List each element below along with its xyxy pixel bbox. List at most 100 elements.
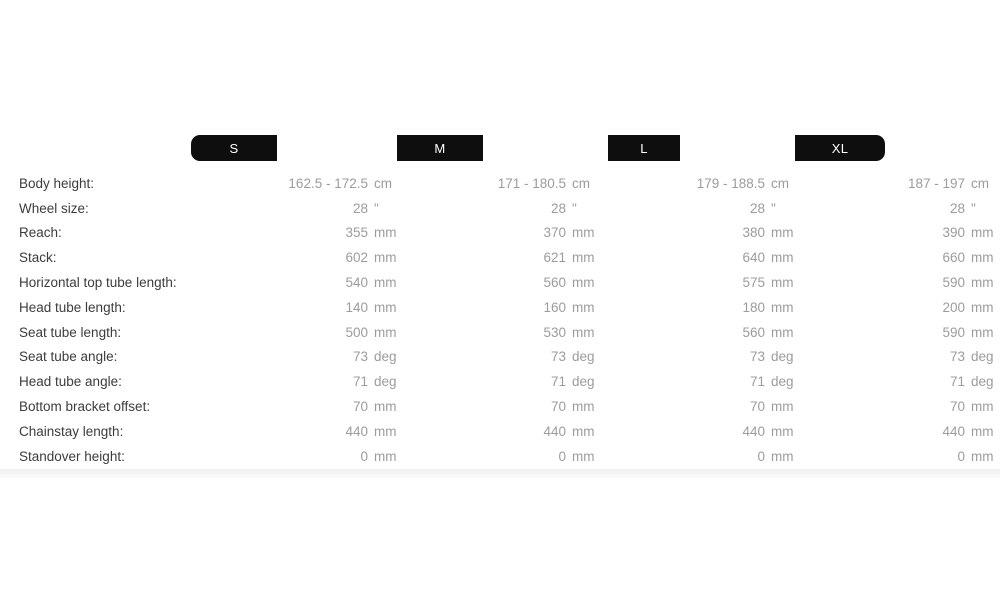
value-size-l: 71 (749, 374, 765, 390)
table-bottom-shade (0, 468, 1000, 478)
unit-size-m: deg (572, 349, 595, 365)
unit-size-s: mm (374, 275, 397, 291)
unit-size-l: mm (771, 399, 794, 415)
unit-size-l: cm (771, 175, 789, 191)
value-size-l: 0 (757, 448, 765, 464)
table-rows: Body height: 162.5 - 172.5 cm 171 - 180.… (0, 171, 1000, 469)
value-size-m: 530 (543, 324, 566, 340)
table-row: Stack: 602 mm 621 mm 640 mm 660 mm (0, 245, 1000, 270)
value-size-s: 70 (352, 399, 368, 415)
unit-size-l: mm (771, 299, 794, 315)
unit-size-l: mm (771, 225, 794, 241)
tab-size-xl[interactable]: XL (795, 135, 885, 161)
table-row: Head tube length: 140 mm 160 mm 180 mm 2… (0, 295, 1000, 320)
value-size-xl: 590 (942, 324, 965, 340)
unit-size-xl: mm (971, 448, 994, 464)
value-size-xl: 200 (942, 299, 965, 315)
tab-size-s[interactable]: S (191, 135, 277, 161)
unit-size-m: cm (572, 175, 590, 191)
unit-size-s: deg (374, 374, 397, 390)
unit-size-m: mm (572, 275, 595, 291)
unit-size-xl: mm (971, 399, 994, 415)
row-label: Head tube length: (19, 299, 126, 315)
unit-size-s: mm (374, 399, 397, 415)
value-size-xl: 73 (949, 349, 965, 365)
value-size-xl: 187 - 197 (907, 175, 965, 191)
unit-size-m: mm (572, 448, 595, 464)
unit-size-xl: mm (971, 324, 994, 340)
unit-size-s: mm (374, 324, 397, 340)
value-size-m: 560 (543, 275, 566, 291)
value-size-s: 162.5 - 172.5 (288, 175, 368, 191)
value-size-s: 71 (352, 374, 368, 390)
value-size-m: 70 (550, 399, 566, 415)
unit-size-s: mm (374, 423, 397, 439)
table-row: Head tube angle: 71 deg 71 deg 71 deg 71… (0, 369, 1000, 394)
unit-size-m: mm (572, 250, 595, 266)
row-label: Stack: (19, 250, 57, 266)
value-size-xl: 71 (949, 374, 965, 390)
value-size-l: 575 (742, 275, 765, 291)
tab-size-m[interactable]: M (397, 135, 483, 161)
size-tabs: S M L XL (0, 0, 1000, 171)
unit-size-xl: deg (971, 374, 994, 390)
row-label: Chainstay length: (19, 423, 124, 439)
value-size-l: 70 (749, 399, 765, 415)
row-label: Reach: (19, 225, 62, 241)
value-size-s: 500 (345, 324, 368, 340)
unit-size-m: mm (572, 225, 595, 241)
unit-size-s: mm (374, 225, 397, 241)
unit-size-m: deg (572, 374, 595, 390)
value-size-l: 560 (742, 324, 765, 340)
unit-size-s: cm (374, 175, 392, 191)
value-size-m: 171 - 180.5 (497, 175, 566, 191)
unit-size-xl: cm (971, 175, 989, 191)
value-size-l: 640 (742, 250, 765, 266)
row-label: Body height: (19, 175, 95, 191)
tab-size-l[interactable]: L (608, 135, 680, 161)
unit-size-xl: mm (971, 275, 994, 291)
value-size-s: 355 (345, 225, 368, 241)
value-size-s: 140 (345, 299, 368, 315)
row-label: Bottom bracket offset: (19, 399, 151, 415)
unit-size-m: " (572, 200, 577, 216)
unit-size-s: mm (374, 448, 397, 464)
unit-size-s: deg (374, 349, 397, 365)
value-size-m: 71 (550, 374, 566, 390)
unit-size-xl: mm (971, 250, 994, 266)
row-label: Head tube angle: (19, 374, 122, 390)
unit-size-m: mm (572, 324, 595, 340)
value-size-xl: 590 (942, 275, 965, 291)
value-size-xl: 0 (957, 448, 965, 464)
value-size-l: 73 (749, 349, 765, 365)
row-label: Seat tube length: (19, 324, 122, 340)
value-size-l: 440 (742, 423, 765, 439)
unit-size-s: mm (374, 299, 397, 315)
unit-size-xl: mm (971, 423, 994, 439)
unit-size-l: mm (771, 250, 794, 266)
unit-size-l: deg (771, 374, 794, 390)
unit-size-m: mm (572, 299, 595, 315)
value-size-m: 440 (543, 423, 566, 439)
value-size-xl: 440 (942, 423, 965, 439)
unit-size-xl: " (971, 200, 976, 216)
unit-size-l: mm (771, 275, 794, 291)
value-size-s: 73 (352, 349, 368, 365)
value-size-s: 0 (360, 448, 368, 464)
row-label: Seat tube angle: (19, 349, 118, 365)
value-size-s: 28 (352, 200, 368, 216)
value-size-m: 160 (543, 299, 566, 315)
value-size-m: 370 (543, 225, 566, 241)
unit-size-s: mm (374, 250, 397, 266)
value-size-m: 28 (550, 200, 566, 216)
table-row: Seat tube length: 500 mm 530 mm 560 mm 5… (0, 320, 1000, 345)
value-size-m: 73 (550, 349, 566, 365)
unit-size-m: mm (572, 423, 595, 439)
unit-size-m: mm (572, 399, 595, 415)
unit-size-xl: mm (971, 299, 994, 315)
value-size-s: 440 (345, 423, 368, 439)
table-row: Standover height: 0 mm 0 mm 0 mm 0 mm (0, 444, 1000, 469)
table-row: Seat tube angle: 73 deg 73 deg 73 deg 73… (0, 345, 1000, 370)
unit-size-xl: mm (971, 225, 994, 241)
